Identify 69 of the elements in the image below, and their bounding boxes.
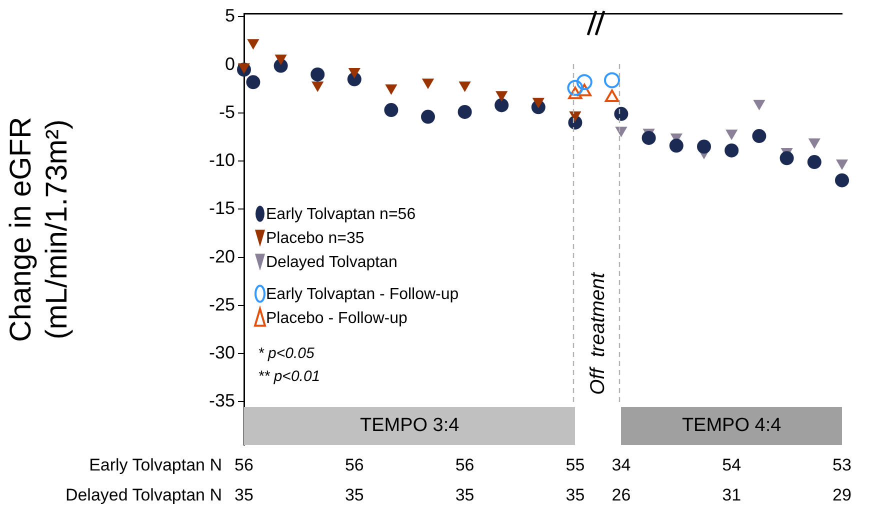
y-tick-label: 5 bbox=[224, 6, 235, 26]
point bbox=[458, 82, 471, 92]
y-tick-label: 0 bbox=[224, 54, 235, 74]
point bbox=[753, 100, 766, 110]
period-label-box: TEMPO 3:4 bbox=[244, 407, 576, 445]
point bbox=[238, 63, 250, 74]
text: 55 bbox=[566, 456, 585, 475]
point bbox=[494, 98, 509, 112]
point bbox=[808, 138, 820, 149]
y-tick-label: -15 bbox=[208, 198, 235, 218]
text: 29 bbox=[832, 486, 852, 505]
y-tick-label: -5 bbox=[218, 102, 235, 122]
point bbox=[669, 138, 684, 153]
point bbox=[642, 130, 656, 145]
point bbox=[569, 111, 582, 122]
point bbox=[274, 54, 287, 66]
text: 56 bbox=[344, 456, 364, 475]
y-tick-label: -35 bbox=[208, 390, 235, 411]
text: 34 bbox=[612, 456, 631, 475]
point bbox=[532, 98, 544, 108]
y-tick-label: -25 bbox=[208, 294, 235, 314]
legend-label: Placebo n=35 bbox=[266, 230, 364, 248]
legend-label: Early Tolvaptan - Follow-up bbox=[266, 286, 459, 304]
text: 31 bbox=[722, 486, 742, 505]
text: 35 bbox=[566, 486, 585, 505]
point bbox=[385, 84, 398, 95]
text: 56 bbox=[234, 456, 254, 475]
point bbox=[312, 82, 324, 92]
annotation: * p<0.05 bbox=[258, 344, 315, 362]
point bbox=[835, 173, 849, 188]
text: 26 bbox=[612, 486, 631, 505]
point bbox=[697, 140, 711, 154]
text: Delayed Tolvaptan N bbox=[65, 486, 222, 505]
point bbox=[604, 72, 620, 88]
point bbox=[780, 151, 794, 166]
point bbox=[421, 110, 435, 124]
point bbox=[836, 159, 848, 170]
annotation: Off treatment bbox=[586, 271, 609, 395]
point bbox=[247, 39, 260, 50]
point bbox=[576, 74, 592, 90]
point bbox=[614, 106, 628, 121]
y-tick-label: -10 bbox=[208, 150, 235, 170]
period-label-box: TEMPO 4:4 bbox=[621, 407, 842, 445]
point bbox=[724, 143, 739, 158]
text: 53 bbox=[832, 456, 852, 475]
point bbox=[384, 103, 398, 118]
legend-label: Early Tolvaptan n=56 bbox=[266, 206, 416, 224]
y-axis-title: Change in eGFR (mL/min/1.73m²) bbox=[4, 116, 74, 342]
point bbox=[422, 78, 434, 90]
text: 56 bbox=[455, 456, 474, 475]
point bbox=[752, 129, 766, 144]
legend-label: Placebo - Follow-up bbox=[266, 310, 408, 328]
text: 54 bbox=[722, 456, 742, 475]
point bbox=[310, 67, 325, 82]
legend-label: Delayed Tolvaptan bbox=[266, 254, 398, 272]
y-tick-label: -20 bbox=[208, 246, 235, 266]
point bbox=[496, 91, 508, 102]
point bbox=[458, 104, 472, 119]
text: 35 bbox=[344, 486, 364, 505]
text: Early Tolvaptan N bbox=[89, 456, 222, 475]
point bbox=[807, 155, 822, 170]
annotation: ** p<0.01 bbox=[258, 368, 320, 385]
point bbox=[726, 130, 738, 140]
point bbox=[348, 68, 360, 79]
point bbox=[567, 80, 584, 96]
point bbox=[246, 75, 260, 90]
text: 35 bbox=[455, 486, 474, 505]
y-tick-label: -30 bbox=[208, 342, 235, 363]
text: 35 bbox=[234, 486, 254, 505]
